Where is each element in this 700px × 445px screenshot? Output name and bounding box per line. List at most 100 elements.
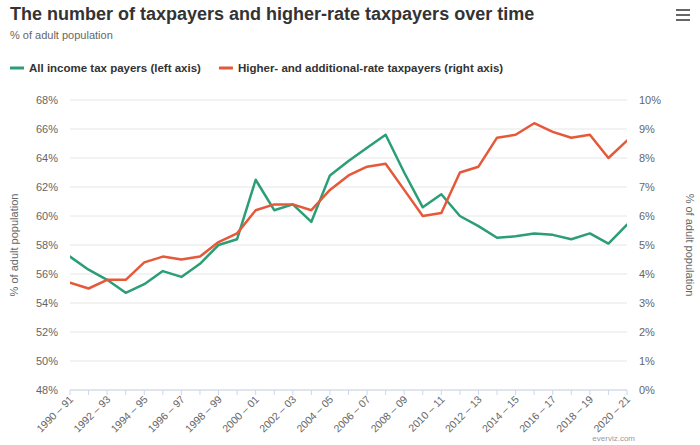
x-tick bbox=[515, 390, 516, 395]
x-tick bbox=[589, 390, 590, 395]
x-tick bbox=[367, 390, 368, 395]
grid-line bbox=[70, 187, 627, 188]
grid-line bbox=[70, 245, 627, 246]
y2-tick bbox=[627, 274, 631, 275]
grid-line bbox=[70, 100, 627, 101]
y2-tick-label: 3% bbox=[639, 297, 655, 309]
y2-tick bbox=[627, 100, 631, 101]
y-axis-title: % of adult population bbox=[8, 194, 20, 297]
x-tick bbox=[144, 390, 145, 395]
x-tick bbox=[107, 390, 108, 395]
y2-tick-label: 6% bbox=[639, 210, 655, 222]
x-tick-label: 2018 – 19 bbox=[554, 393, 596, 435]
y-tick-label: 64% bbox=[36, 152, 58, 164]
y2-tick bbox=[627, 245, 631, 246]
y2-tick-label: 4% bbox=[639, 268, 655, 280]
grid-line bbox=[70, 303, 627, 304]
y-tick-label: 60% bbox=[36, 210, 58, 222]
y-tick-label: 52% bbox=[36, 326, 58, 338]
x-tick-label: 2000 – 01 bbox=[220, 393, 262, 435]
x-tick bbox=[552, 390, 553, 395]
x-tick bbox=[497, 390, 498, 395]
y2-tick-label: 5% bbox=[639, 239, 655, 251]
x-tick-label: 2010 – 11 bbox=[406, 393, 447, 434]
y2-tick bbox=[627, 129, 631, 130]
x-tick bbox=[181, 390, 182, 395]
x-tick bbox=[478, 390, 479, 395]
x-tick-label: 2012 – 13 bbox=[442, 393, 484, 435]
legend-swatch bbox=[10, 67, 24, 70]
menu-icon bbox=[676, 9, 690, 11]
x-tick bbox=[385, 390, 386, 395]
y2-tick-label: 2% bbox=[639, 326, 655, 338]
x-tick bbox=[441, 390, 442, 395]
grid-line bbox=[70, 216, 627, 217]
x-tick-label: 2006 – 07 bbox=[331, 393, 373, 435]
x-tick-label: 2002 – 03 bbox=[257, 393, 299, 435]
x-tick-label: 1994 – 95 bbox=[108, 393, 150, 435]
legend-swatch bbox=[219, 67, 233, 70]
y2-tick-label: 10% bbox=[639, 94, 661, 106]
series-group bbox=[70, 123, 627, 293]
menu-icon bbox=[676, 14, 690, 16]
grid-line bbox=[70, 361, 627, 362]
y-tick-label: 54% bbox=[36, 297, 58, 309]
y2-tick-label: 1% bbox=[639, 355, 655, 367]
x-tick bbox=[274, 390, 275, 395]
y2-tick-label: 7% bbox=[639, 181, 655, 193]
y-tick-label: 56% bbox=[36, 268, 58, 280]
x-tick bbox=[348, 390, 349, 395]
y-tick-label: 58% bbox=[36, 239, 58, 251]
x-tick bbox=[571, 390, 572, 395]
x-tick bbox=[125, 390, 126, 395]
x-tick-label: 1998 – 99 bbox=[182, 393, 224, 435]
x-tick bbox=[199, 390, 200, 395]
grid-line bbox=[70, 332, 627, 333]
x-tick bbox=[459, 390, 460, 395]
x-tick bbox=[627, 390, 628, 395]
x-tick bbox=[422, 390, 423, 395]
x-tick bbox=[218, 390, 219, 395]
y-tick-label: 66% bbox=[36, 123, 58, 135]
y-tick-label: 48% bbox=[36, 384, 58, 396]
y-tick-label: 68% bbox=[36, 94, 58, 106]
x-tick bbox=[162, 390, 163, 395]
y2-tick-label: 9% bbox=[639, 123, 655, 135]
x-tick-label: 2004 – 05 bbox=[294, 393, 336, 435]
y2-tick-label: 0% bbox=[639, 384, 655, 396]
y2-tick bbox=[627, 216, 631, 217]
chart: The number of taxpayers and higher-rate … bbox=[0, 0, 700, 445]
series-line bbox=[70, 135, 627, 293]
subtitle: % of adult population bbox=[10, 29, 113, 41]
x-tick bbox=[404, 390, 405, 395]
y2-tick bbox=[627, 303, 631, 304]
grid-line bbox=[70, 274, 627, 275]
x-tick-label: 2014 – 15 bbox=[479, 393, 521, 435]
x-tick bbox=[329, 390, 330, 395]
menu-icon bbox=[676, 19, 690, 21]
x-tick bbox=[255, 390, 256, 395]
x-tick bbox=[237, 390, 238, 395]
x-tick-label: 1990 – 91 bbox=[34, 393, 76, 435]
x-tick bbox=[534, 390, 535, 395]
x-tick-label: 2020 – 21 bbox=[591, 393, 633, 435]
y2-tick bbox=[627, 390, 631, 391]
legend-label: All income tax payers (left axis) bbox=[29, 62, 201, 74]
y2-tick bbox=[627, 187, 631, 188]
x-tick bbox=[292, 390, 293, 395]
x-tick-label: 2016 – 17 bbox=[517, 393, 559, 435]
series-line bbox=[70, 123, 627, 288]
x-tick bbox=[311, 390, 312, 395]
x-tick-label: 2008 – 09 bbox=[368, 393, 410, 435]
grid-line bbox=[70, 158, 627, 159]
credits: everviz.com bbox=[592, 434, 635, 443]
grid bbox=[70, 100, 627, 390]
legend: All income tax payers (left axis)Higher-… bbox=[10, 62, 503, 74]
y2-axis-title: % of adult population bbox=[684, 194, 696, 297]
title: The number of taxpayers and higher-rate … bbox=[10, 4, 534, 24]
x-tick bbox=[608, 390, 609, 395]
x-tick bbox=[70, 390, 71, 395]
y2-tick bbox=[627, 158, 631, 159]
y2-tick bbox=[627, 332, 631, 333]
x-tick bbox=[88, 390, 89, 395]
